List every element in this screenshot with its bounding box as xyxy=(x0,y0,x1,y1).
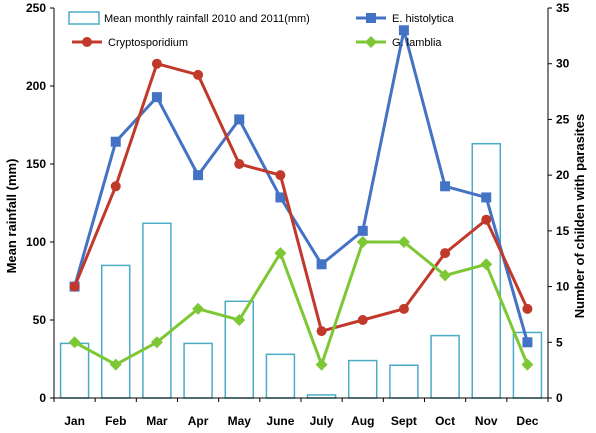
point-g-lamblia-Aug xyxy=(356,236,369,248)
rainfall-bars xyxy=(59,142,543,399)
legend-swatch-rainfall xyxy=(68,11,100,25)
x-tick-label: Dec xyxy=(516,414,538,428)
x-tick-label: Feb xyxy=(105,414,126,428)
point-e-histolytica-Mar xyxy=(151,92,162,103)
point-g-lamblia-Jan xyxy=(68,336,81,349)
point-cryptosporidium-Jan xyxy=(69,281,80,292)
x-tick-label: Apr xyxy=(188,414,209,428)
x-tick-label: Mar xyxy=(146,414,168,428)
tick-labels: 0 50 100 150 200 250 0 5 10 15 20 25 30 35 Jan Feb Mar Ap… xyxy=(26,1,570,428)
bar-Aug xyxy=(348,359,378,399)
bar-Mar xyxy=(142,222,172,399)
bar-June xyxy=(265,353,296,399)
line-g-lamblia xyxy=(73,240,529,370)
point-g-lamblia-Oct xyxy=(439,269,452,282)
y-left-tick-label: 50 xyxy=(33,313,47,327)
y-axis-right-label: Number of childen with parasites xyxy=(572,114,587,318)
y-right-tick-label: 20 xyxy=(556,168,570,182)
axes xyxy=(50,7,552,402)
point-e-histolytica-Sept xyxy=(398,25,409,36)
bar-Oct xyxy=(430,334,460,399)
parasite-lines xyxy=(68,25,534,371)
point-cryptosporidium-Dec xyxy=(522,303,533,314)
x-tick-label: Sept xyxy=(391,414,417,428)
legend-marker-cryptosporidium xyxy=(82,37,92,47)
y-right-tick-label: 5 xyxy=(556,335,563,349)
point-cryptosporidium-May xyxy=(234,159,245,169)
y-right-tick-label: 30 xyxy=(556,57,570,71)
y-right-tick-label: 10 xyxy=(556,280,570,294)
y-right-tick-label: 0 xyxy=(556,391,563,405)
bar-Feb xyxy=(101,264,131,399)
legend-marker-e-histolytica xyxy=(366,13,376,23)
bar-Sept xyxy=(389,364,419,399)
x-tick-label: Aug xyxy=(351,414,374,428)
y-left-tick-label: 0 xyxy=(39,391,46,405)
legend-label-rainfall: Mean monthly rainfall 2010 and 2011(mm) xyxy=(104,13,310,25)
y-left-tick-label: 150 xyxy=(26,157,46,171)
x-tick-label: Oct xyxy=(435,414,455,428)
line-cryptosporidium xyxy=(73,61,529,333)
point-e-histolytica-Apr xyxy=(193,170,204,181)
point-g-lamblia-Apr xyxy=(192,302,205,315)
legend: Mean monthly rainfall 2010 and 2011(mm) E… xyxy=(68,11,455,49)
y-axis-left-label: Mean rainfall (mm) xyxy=(4,159,19,274)
point-e-histolytica-June xyxy=(275,192,286,203)
point-g-lamblia-Feb xyxy=(109,358,122,371)
y-left-tick-label: 100 xyxy=(26,235,46,249)
legend-label-e-histolytica: E. histolytica xyxy=(392,13,455,25)
point-g-lamblia-May xyxy=(233,314,246,326)
x-tick-label: Jan xyxy=(64,414,85,428)
point-g-lamblia-July xyxy=(315,358,328,371)
point-e-histolytica-Dec xyxy=(522,337,533,348)
point-cryptosporidium-Apr xyxy=(193,69,204,80)
y-right-tick-label: 35 xyxy=(556,1,570,15)
x-tick-label: June xyxy=(266,414,294,428)
legend-label-g-lamblia: G. lamblia xyxy=(392,37,442,49)
x-tick-label: Nov xyxy=(475,414,498,428)
line-e-histolytica xyxy=(73,29,529,343)
bar-Jan xyxy=(59,342,90,399)
point-e-histolytica-July xyxy=(316,259,327,270)
point-cryptosporidium-July xyxy=(316,326,327,337)
point-e-histolytica-Nov xyxy=(481,192,492,203)
point-cryptosporidium-Nov xyxy=(481,214,492,225)
point-cryptosporidium-Mar xyxy=(151,58,162,69)
bar-Nov xyxy=(471,142,501,399)
x-tick-label: May xyxy=(228,414,252,428)
legend-marker-g-lamblia xyxy=(365,36,377,48)
point-g-lamblia-Nov xyxy=(480,258,493,271)
point-g-lamblia-Dec xyxy=(521,358,534,371)
y-left-tick-label: 200 xyxy=(26,79,46,93)
y-right-tick-label: 15 xyxy=(556,224,570,238)
point-cryptosporidium-Aug xyxy=(357,315,368,325)
point-e-histolytica-Aug xyxy=(357,225,368,236)
point-g-lamblia-Sept xyxy=(397,236,410,248)
point-cryptosporidium-Feb xyxy=(110,181,121,192)
point-g-lamblia-Mar xyxy=(150,336,163,349)
point-e-histolytica-Oct xyxy=(440,181,451,192)
y-left-tick-label: 250 xyxy=(26,1,46,15)
point-cryptosporidium-Oct xyxy=(440,248,451,259)
point-cryptosporidium-Sept xyxy=(398,303,409,314)
bar-Apr xyxy=(183,342,213,399)
point-e-histolytica-May xyxy=(234,114,245,125)
x-tick-label: July xyxy=(310,414,334,428)
legend-label-cryptosporidium: Cryptosporidium xyxy=(108,37,188,49)
y-right-tick-label: 25 xyxy=(556,112,570,126)
point-cryptosporidium-June xyxy=(275,170,286,181)
point-g-lamblia-June xyxy=(274,247,287,260)
point-e-histolytica-Feb xyxy=(110,136,121,147)
